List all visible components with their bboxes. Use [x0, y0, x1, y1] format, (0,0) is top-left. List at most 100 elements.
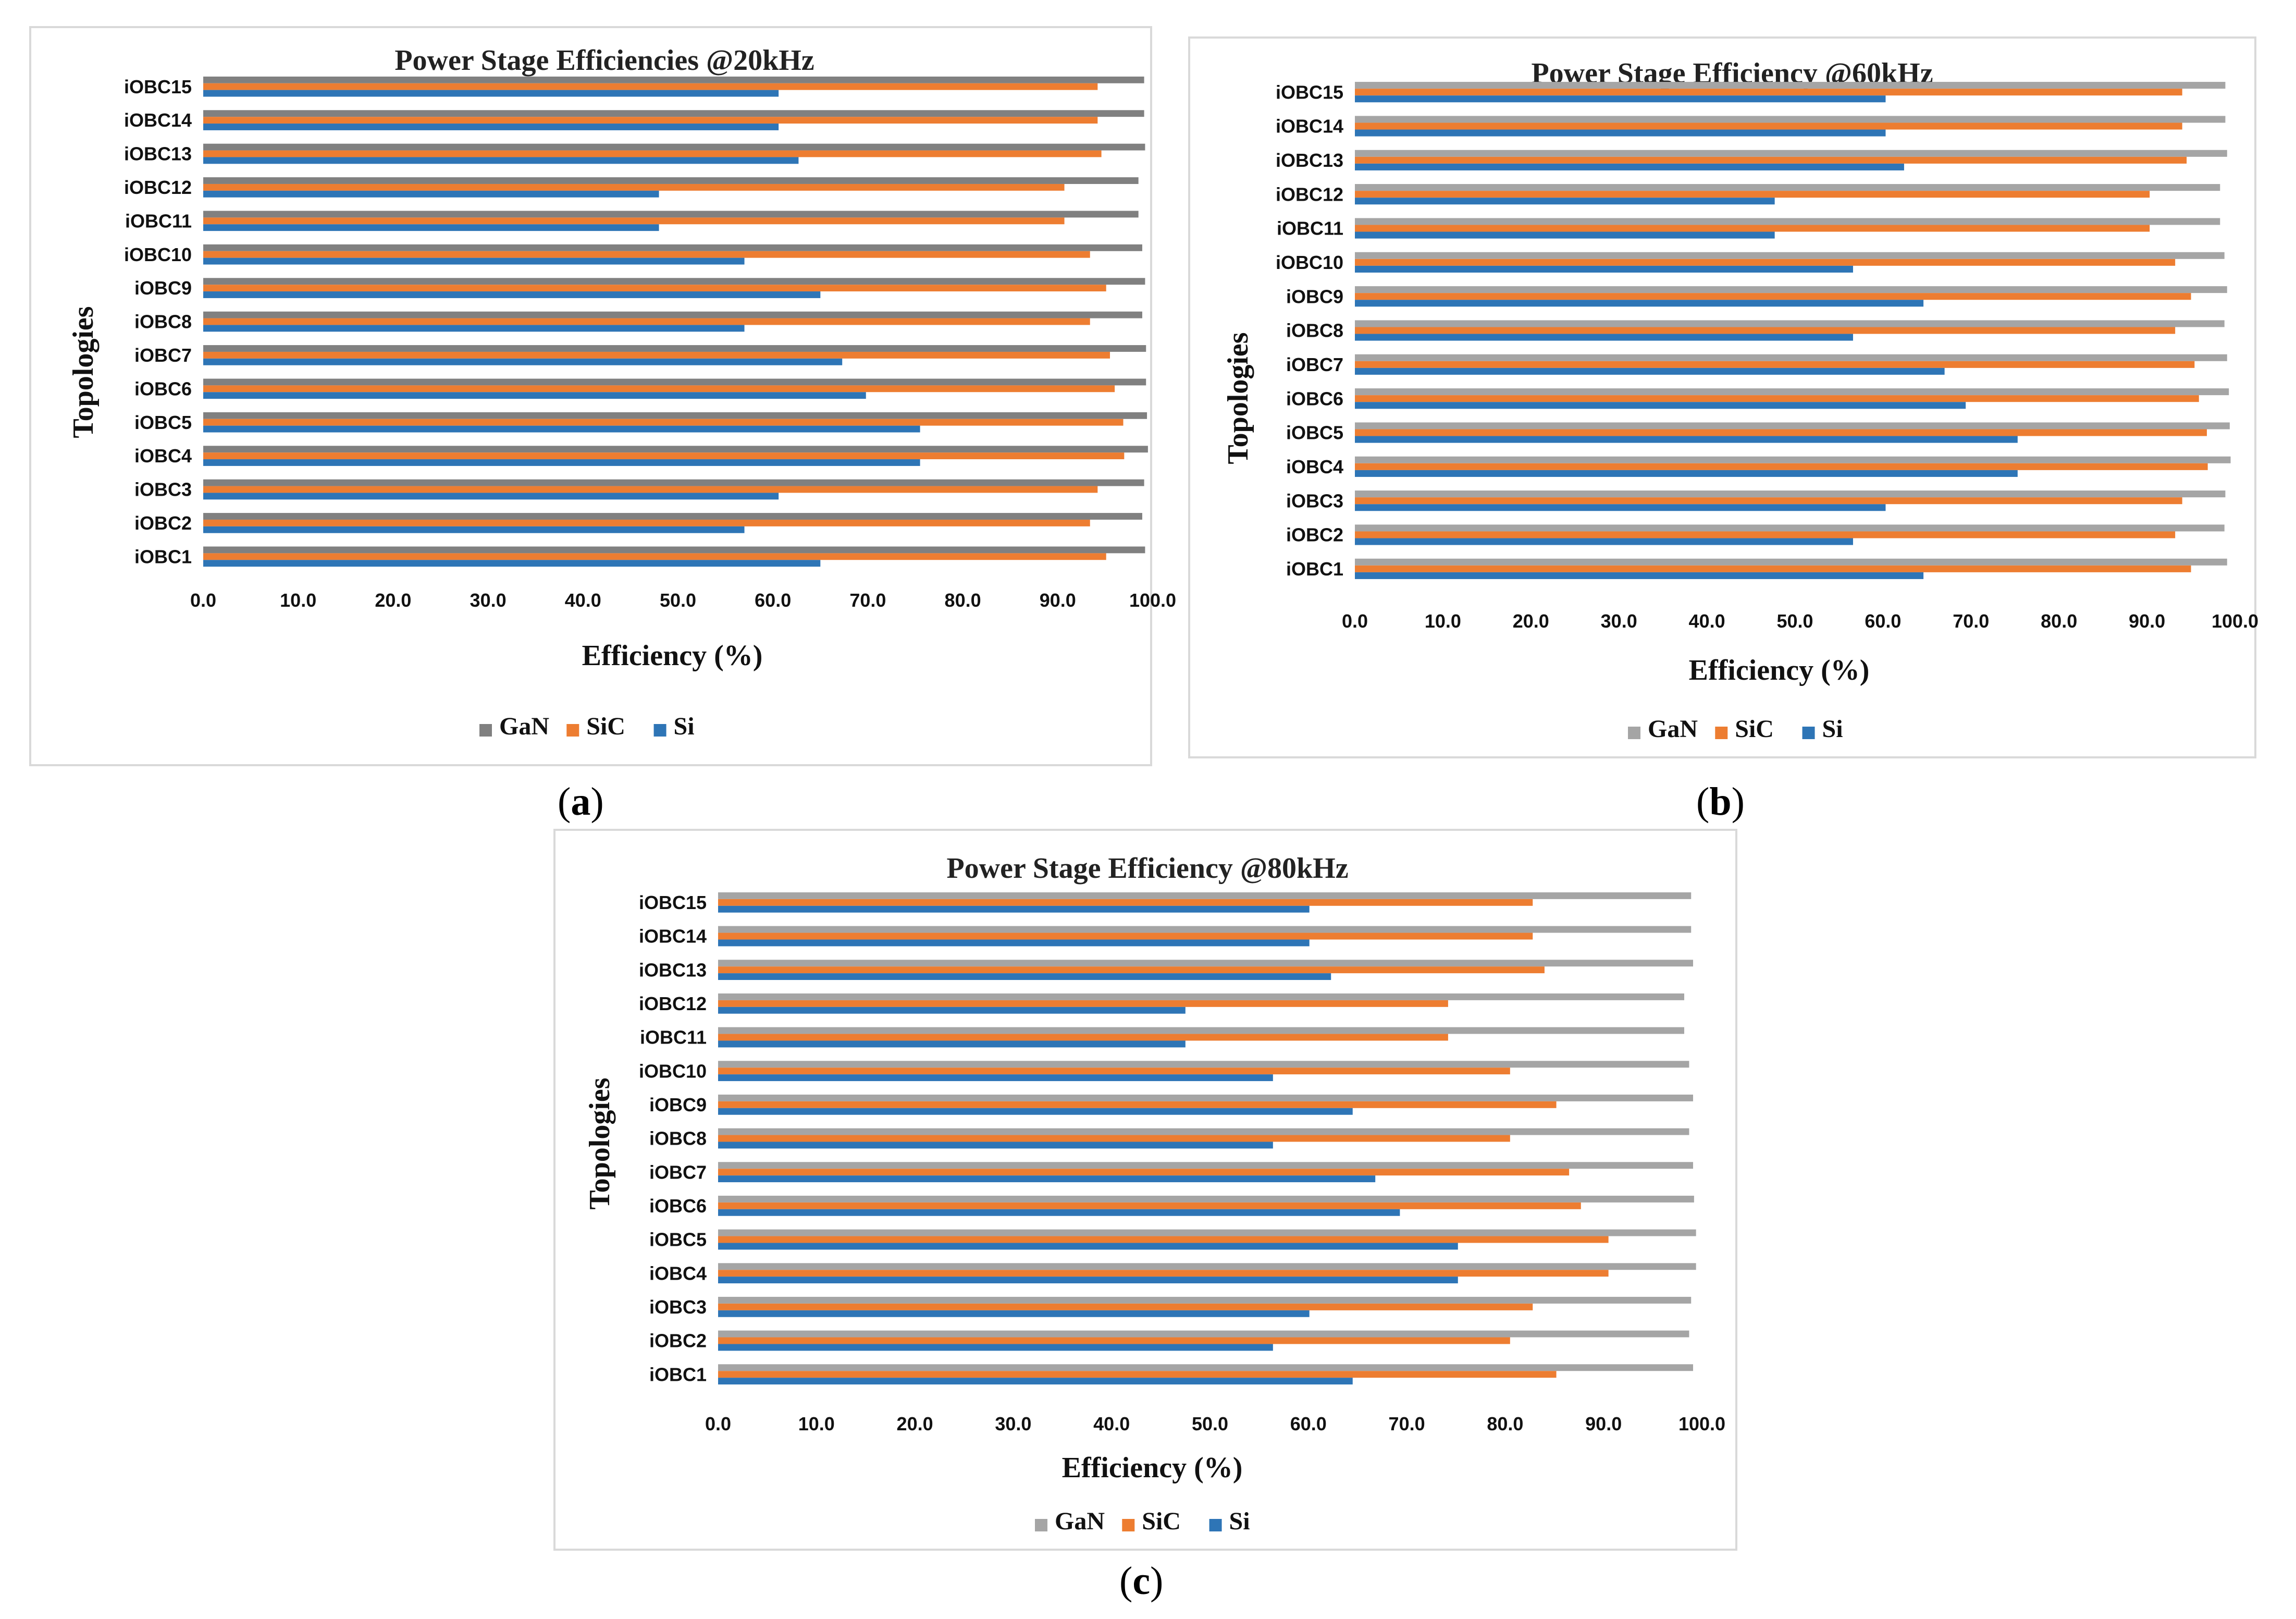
- bar-gan-iobc10: [1355, 252, 2225, 259]
- bar-gan-iobc2: [1355, 524, 2225, 532]
- bar-sic-iobc11: [1355, 225, 2150, 232]
- category-label: iOBC13: [1276, 150, 1343, 171]
- bar-sic-iobc15: [1355, 89, 2182, 96]
- legend-swatch-sic: [1122, 1519, 1135, 1531]
- figure-label-b: (b): [1696, 780, 1745, 824]
- x-tick-label: 90.0: [1040, 590, 1076, 611]
- bar-sic-iobc3: [203, 486, 1098, 493]
- category-label: iOBC5: [1286, 422, 1343, 444]
- bar-sic-iobc5: [718, 1236, 1609, 1243]
- category-label: iOBC15: [1276, 81, 1343, 103]
- bar-gan-iobc8: [718, 1128, 1689, 1135]
- bar-sic-iobc13: [203, 150, 1102, 157]
- category-label: iOBC9: [649, 1094, 707, 1115]
- bar-si-iobc4: [1355, 470, 2018, 477]
- bar-gan-iobc14: [1355, 116, 2226, 123]
- bar-gan-iobc2: [203, 513, 1142, 520]
- x-tick-label: 70.0: [1953, 610, 1989, 632]
- bar-gan-iobc8: [1355, 320, 2225, 327]
- category-label: iOBC4: [134, 445, 192, 467]
- category-label: iOBC5: [649, 1229, 707, 1250]
- category-label: iOBC9: [1286, 286, 1343, 307]
- bar-gan-iobc2: [718, 1330, 1689, 1338]
- bar-si-iobc9: [1355, 300, 1924, 307]
- category-label: iOBC12: [639, 993, 707, 1014]
- bar-si-iobc1: [718, 1378, 1353, 1385]
- category-label: iOBC12: [124, 177, 192, 198]
- legend-swatch-si: [1209, 1519, 1222, 1531]
- legend-label-sic: SiC: [586, 713, 625, 740]
- bar-gan-iobc6: [203, 378, 1146, 386]
- bar-sic-iobc15: [203, 83, 1098, 90]
- legend-label-gan: GaN: [499, 713, 549, 740]
- x-tick-label: 20.0: [1513, 610, 1549, 632]
- bar-gan-iobc7: [203, 345, 1146, 352]
- bar-sic-iobc13: [718, 966, 1545, 974]
- bar-si-iobc11: [718, 1040, 1186, 1048]
- bar-gan-iobc4: [1355, 456, 2231, 463]
- bar-si-iobc3: [203, 493, 779, 500]
- legend-swatch-si: [1802, 727, 1815, 739]
- bar-si-iobc13: [203, 157, 799, 164]
- bar-sic-iobc14: [203, 117, 1098, 124]
- category-label: iOBC14: [124, 109, 192, 131]
- bar-si-iobc1: [203, 560, 821, 567]
- legend-swatch-si: [653, 724, 666, 737]
- category-label: iOBC6: [134, 378, 192, 399]
- bar-si-iobc2: [203, 526, 745, 533]
- bar-sic-iobc9: [1355, 293, 2191, 300]
- bar-si-iobc13: [718, 973, 1331, 980]
- category-label: iOBC15: [639, 892, 707, 913]
- x-tick-label: 0.0: [705, 1413, 731, 1434]
- category-label: iOBC13: [639, 959, 707, 980]
- category-label: iOBC8: [1286, 320, 1343, 341]
- bar-si-iobc14: [203, 124, 779, 130]
- category-label: iOBC10: [639, 1060, 707, 1082]
- category-label: iOBC10: [124, 244, 192, 265]
- chart-svg-c: Power Stage Efficiency @80kHz iOBC1 iOBC2 i…: [584, 852, 1725, 1535]
- category-label: iOBC3: [1286, 490, 1343, 511]
- category-label: iOBC11: [125, 210, 192, 231]
- bar-gan-iobc4: [718, 1263, 1696, 1270]
- category-label: iOBC12: [1276, 183, 1343, 205]
- bar-sic-iobc1: [203, 553, 1106, 560]
- bar-gan-iobc15: [203, 76, 1144, 83]
- bar-sic-iobc1: [1355, 565, 2191, 572]
- bar-si-iobc15: [718, 905, 1310, 913]
- bar-si-iobc4: [203, 459, 920, 466]
- category-label: iOBC9: [134, 277, 192, 299]
- bar-sic-iobc10: [1355, 259, 2176, 266]
- bar-gan-iobc11: [203, 211, 1139, 218]
- bar-si-iobc15: [1355, 95, 1886, 103]
- bar-si-iobc10: [203, 257, 745, 265]
- bar-sic-iobc9: [718, 1101, 1557, 1108]
- bar-sic-iobc13: [1355, 156, 2187, 164]
- bar-gan-iobc9: [1355, 286, 2227, 293]
- category-label: iOBC14: [1276, 116, 1343, 137]
- legend-label-sic: SiC: [1142, 1507, 1181, 1535]
- bar-sic-iobc12: [203, 183, 1065, 191]
- chart-svg-a: Power Stage Efficiencies @20kHz iOBC1 iOBC…: [67, 44, 1176, 740]
- category-label: iOBC4: [1286, 456, 1343, 477]
- bar-sic-iobc3: [1355, 497, 2182, 505]
- x-tick-label: 40.0: [1093, 1413, 1130, 1434]
- bar-sic-iobc6: [1355, 395, 2199, 402]
- bar-si-iobc13: [1355, 163, 1904, 170]
- category-label: iOBC6: [649, 1195, 707, 1217]
- bar-sic-iobc1: [718, 1371, 1557, 1378]
- category-label: iOBC1: [1286, 558, 1343, 580]
- bar-sic-iobc6: [203, 385, 1115, 393]
- legend-swatch-gan: [1035, 1519, 1047, 1531]
- bar-sic-iobc2: [1355, 531, 2176, 538]
- x-tick-label: 60.0: [1290, 1413, 1327, 1434]
- chart-panel-c: Power Stage Efficiency @80kHz iOBC1 iOBC2 i…: [553, 829, 1737, 1551]
- bar-sic-iobc11: [718, 1034, 1448, 1041]
- bar-si-iobc6: [1355, 402, 1966, 409]
- figure-label-c: (c): [1119, 1559, 1164, 1603]
- bar-sic-iobc4: [203, 452, 1125, 460]
- bar-sic-iobc4: [1355, 463, 2208, 470]
- bar-gan-iobc15: [718, 892, 1692, 899]
- bar-si-iobc15: [203, 90, 779, 97]
- x-tick-label: 30.0: [1601, 610, 1637, 632]
- bar-sic-iobc14: [718, 933, 1533, 940]
